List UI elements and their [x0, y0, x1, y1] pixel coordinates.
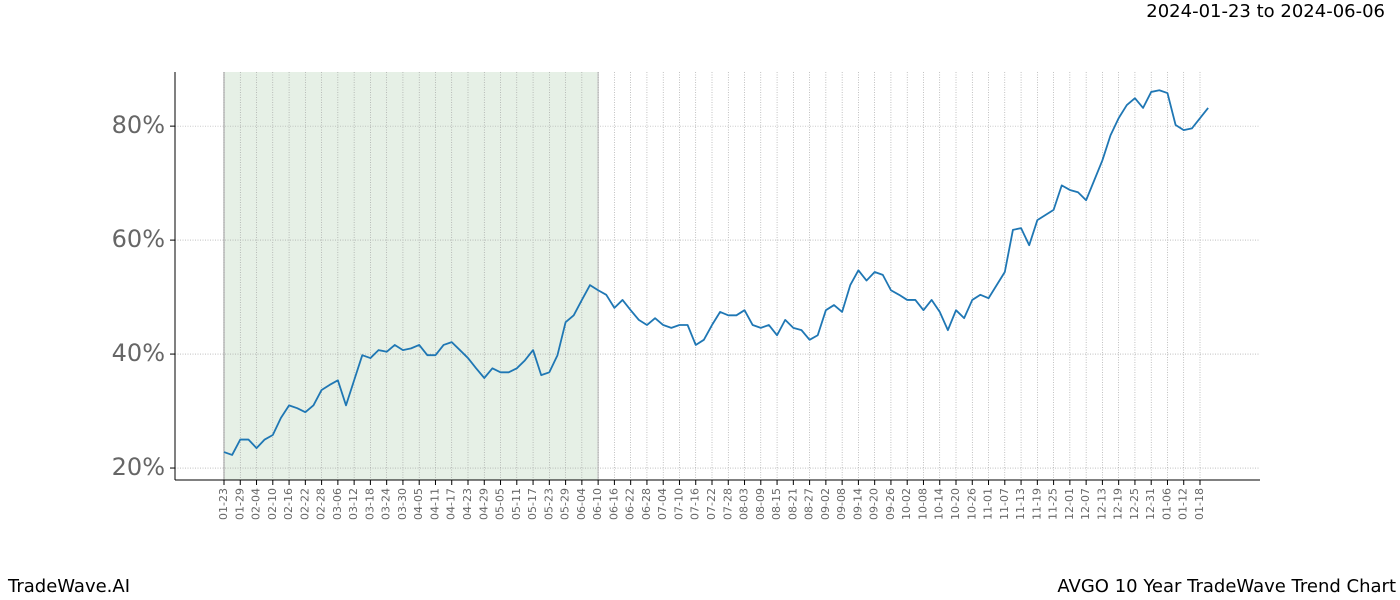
- x-tick-label: 07-28: [721, 488, 734, 520]
- x-tick-label: 05-23: [542, 488, 555, 520]
- brand: TradeWave.AI: [7, 576, 130, 597]
- x-tick-label: 03-30: [396, 488, 409, 520]
- x-tick-label: 06-10: [591, 488, 604, 520]
- date-range: 2024-01-23 to 2024-06-06: [1146, 1, 1385, 22]
- x-tick-label: 12-19: [1112, 488, 1125, 520]
- x-tick-label: 12-01: [1063, 488, 1076, 520]
- x-tick-label: 12-31: [1144, 488, 1157, 520]
- x-tick-label: 08-09: [754, 488, 767, 520]
- x-tick-label: 01-23: [217, 488, 230, 520]
- x-tick-label: 07-22: [705, 488, 718, 520]
- x-tick-label: 11-13: [1014, 488, 1027, 520]
- x-tick-label: 10-26: [965, 488, 978, 520]
- x-tick-label: 03-12: [347, 488, 360, 520]
- x-tick-label: 08-27: [803, 488, 816, 520]
- y-tick-label: 40%: [112, 339, 165, 367]
- x-tick-label: 01-29: [233, 488, 246, 520]
- x-tick-label: 10-08: [916, 488, 929, 520]
- x-tick-label: 07-10: [672, 488, 685, 520]
- x-tick-label: 06-04: [575, 488, 588, 520]
- x-tick-label: 02-10: [266, 488, 279, 520]
- y-tick-label: 80%: [112, 111, 165, 139]
- x-tick-label: 10-20: [949, 488, 962, 520]
- x-tick-label: 04-29: [477, 488, 490, 520]
- y-tick-label: 20%: [112, 453, 165, 481]
- x-tick-label: 11-25: [1047, 488, 1060, 520]
- x-tick-label: 12-07: [1079, 488, 1092, 520]
- x-tick-label: 11-01: [982, 488, 995, 520]
- x-tick-label: 06-16: [607, 488, 620, 520]
- x-tick-label: 06-22: [624, 488, 637, 520]
- x-tick-label: 04-17: [445, 488, 458, 520]
- x-tick-label: 10-02: [900, 488, 913, 520]
- x-tick-label: 07-04: [656, 488, 669, 520]
- x-tick-label: 09-02: [819, 488, 832, 520]
- x-tick-label: 11-07: [998, 488, 1011, 520]
- x-tick-label: 09-14: [851, 488, 864, 520]
- x-tick-label: 04-05: [412, 488, 425, 520]
- x-tick-label: 06-28: [640, 488, 653, 520]
- x-tick-label: 04-23: [461, 488, 474, 520]
- x-tick-label: 05-05: [494, 488, 507, 520]
- x-tick-label: 01-18: [1193, 488, 1206, 520]
- x-tick-label: 03-18: [363, 488, 376, 520]
- x-tick-label: 10-14: [933, 488, 946, 520]
- x-tick-label: 04-11: [428, 488, 441, 520]
- x-tick-label: 03-06: [331, 488, 344, 520]
- highlight-window: [224, 72, 599, 480]
- x-tick-label: 11-19: [1030, 488, 1043, 520]
- x-tick-label: 09-20: [868, 488, 881, 520]
- x-tick-label: 02-04: [250, 488, 263, 520]
- x-tick-label: 05-29: [559, 488, 572, 520]
- y-tick-label: 60%: [112, 225, 165, 253]
- x-tick-label: 02-16: [282, 488, 295, 520]
- x-tick-label: 03-24: [380, 488, 393, 520]
- x-tick-label: 01-06: [1160, 488, 1173, 520]
- x-tick-label: 05-17: [526, 488, 539, 520]
- x-tick-label: 09-08: [835, 488, 848, 520]
- x-tick-label: 08-03: [738, 488, 751, 520]
- x-tick-label: 08-21: [786, 488, 799, 520]
- x-tick-label: 08-15: [770, 488, 783, 520]
- x-tick-label: 07-16: [689, 488, 702, 520]
- x-tick-label: 01-12: [1177, 488, 1190, 520]
- x-tick-label: 02-28: [315, 488, 328, 520]
- chart-title: AVGO 10 Year TradeWave Trend Chart: [1057, 576, 1396, 597]
- x-tick-label: 09-26: [884, 488, 897, 520]
- x-tick-label: 05-11: [510, 488, 523, 520]
- x-tick-label: 02-22: [298, 488, 311, 520]
- trend-line: [223, 89, 1209, 456]
- x-tick-label: 12-25: [1128, 488, 1141, 520]
- x-tick-label: 12-13: [1095, 488, 1108, 520]
